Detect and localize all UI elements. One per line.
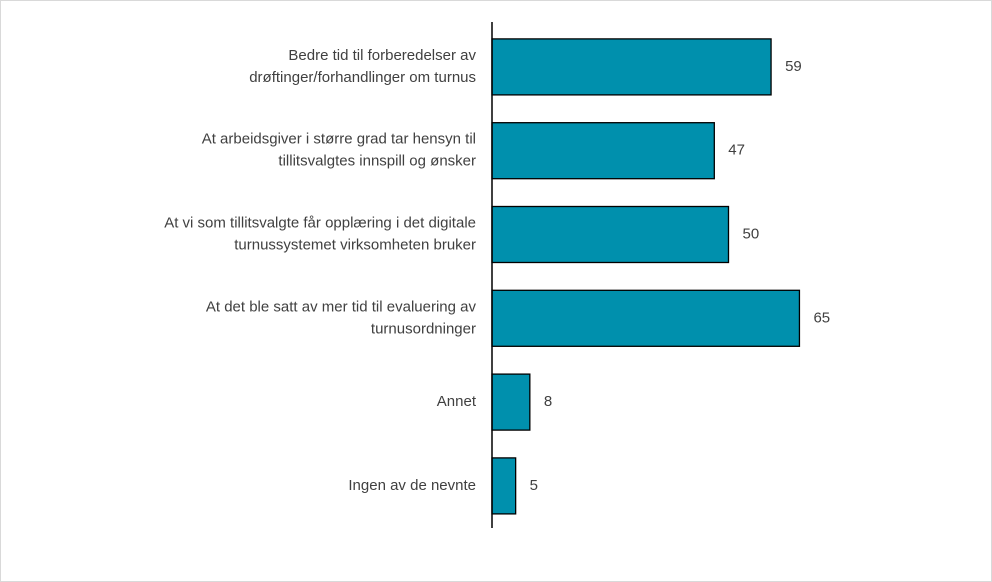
value-label: 50 bbox=[743, 225, 760, 242]
value-label: 47 bbox=[728, 142, 745, 159]
bar bbox=[491, 289, 801, 347]
category-label: At vi som tillitsvalgte får opplæring i … bbox=[164, 214, 476, 253]
bar bbox=[491, 38, 772, 96]
bar bbox=[491, 373, 531, 431]
category-label: Annet bbox=[437, 393, 477, 410]
value-label: 65 bbox=[813, 309, 830, 326]
value-label: 5 bbox=[530, 477, 538, 494]
value-label: 59 bbox=[785, 58, 802, 75]
bar bbox=[491, 205, 730, 264]
category-label: Ingen av de nevnte bbox=[348, 477, 476, 494]
bar bbox=[491, 457, 517, 515]
category-label: Bedre tid til forberedelser av drøftinger… bbox=[249, 47, 476, 86]
bar bbox=[491, 122, 715, 180]
category-label: At arbeidsgiver i større grad tar hensyn… bbox=[202, 131, 476, 170]
value-label: 8 bbox=[544, 393, 552, 410]
category-label: At det ble satt av mer tid til evaluerin… bbox=[206, 298, 477, 337]
